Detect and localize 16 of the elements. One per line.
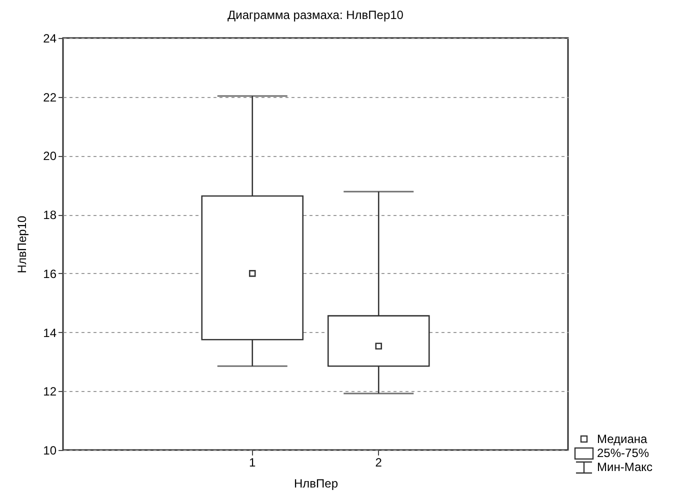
y-tick-label: 24	[43, 32, 57, 46]
y-tick-label: 14	[43, 326, 57, 340]
y-tick-label: 16	[43, 266, 57, 281]
y-tick-label: 20	[43, 149, 57, 164]
y-tick-label: 22	[43, 90, 57, 104]
y-axis-title: НлвПер10	[15, 216, 30, 274]
y-tick-label: 18	[43, 208, 57, 222]
text: Мин-Макс	[597, 460, 653, 474]
chart-title: Диаграмма размаха: НлвПер10	[228, 8, 404, 22]
y-tick-label: 10	[43, 444, 57, 458]
text: 25%-75%	[597, 446, 650, 460]
y-tick-label: 12	[43, 384, 57, 399]
x-axis-title: НлвПер	[294, 476, 338, 490]
text: Медиана	[597, 432, 648, 446]
x-tick-label: 2	[375, 456, 382, 470]
x-tick-label: 1	[249, 456, 256, 470]
